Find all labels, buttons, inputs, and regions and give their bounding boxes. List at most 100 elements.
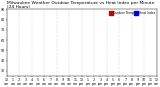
Point — [100, 22, 102, 23]
Point — [127, 54, 130, 55]
Point — [97, 16, 99, 17]
Point — [141, 44, 143, 46]
Point — [96, 15, 99, 17]
Point — [67, 42, 69, 43]
Point — [64, 46, 66, 47]
Point — [100, 25, 103, 27]
Point — [57, 56, 60, 58]
Point — [46, 70, 48, 71]
Point — [143, 48, 145, 50]
Point — [99, 23, 102, 25]
Point — [59, 56, 61, 57]
Point — [92, 15, 95, 16]
Point — [42, 44, 44, 46]
Point — [122, 47, 125, 49]
Point — [122, 45, 124, 46]
Point — [35, 54, 37, 55]
Point — [59, 56, 61, 57]
Point — [41, 50, 44, 51]
Point — [93, 8, 95, 9]
Point — [97, 21, 100, 22]
Point — [30, 57, 33, 58]
Point — [88, 14, 91, 15]
Point — [64, 49, 66, 51]
Point — [148, 53, 151, 54]
Point — [112, 33, 115, 34]
Point — [76, 31, 79, 33]
Point — [145, 50, 147, 51]
Point — [109, 32, 112, 33]
Point — [119, 41, 122, 43]
Point — [79, 31, 82, 32]
Point — [64, 48, 67, 49]
Point — [18, 64, 21, 65]
Point — [85, 24, 87, 25]
Point — [130, 44, 133, 46]
Point — [46, 68, 49, 69]
Point — [135, 42, 138, 44]
Point — [89, 19, 91, 20]
Point — [100, 17, 103, 18]
Point — [94, 18, 97, 19]
Point — [107, 28, 109, 29]
Point — [78, 34, 80, 35]
Point — [35, 52, 38, 53]
Point — [77, 32, 80, 33]
Point — [101, 24, 103, 25]
Point — [10, 70, 12, 72]
Point — [121, 45, 124, 47]
Point — [57, 56, 59, 57]
Point — [154, 54, 157, 56]
Point — [56, 55, 58, 56]
Point — [76, 35, 78, 36]
Point — [121, 44, 124, 45]
Point — [100, 20, 103, 21]
Point — [73, 36, 76, 37]
Point — [52, 60, 55, 61]
Point — [7, 72, 9, 73]
Point — [59, 53, 62, 54]
Point — [92, 17, 95, 18]
Point — [44, 72, 46, 74]
Point — [114, 40, 117, 42]
Point — [48, 65, 51, 67]
Point — [73, 37, 75, 39]
Point — [81, 30, 84, 32]
Point — [87, 15, 89, 17]
Point — [63, 50, 66, 51]
Point — [9, 67, 12, 68]
Point — [91, 18, 94, 19]
Point — [67, 42, 70, 44]
Point — [110, 35, 112, 36]
Point — [99, 20, 101, 21]
Point — [144, 50, 147, 51]
Point — [26, 61, 29, 62]
Point — [21, 61, 24, 62]
Point — [138, 45, 140, 47]
Point — [20, 66, 22, 67]
Point — [112, 33, 114, 34]
Point — [153, 53, 156, 55]
Point — [110, 34, 112, 35]
Point — [46, 67, 49, 68]
Point — [89, 22, 92, 24]
Point — [60, 53, 62, 54]
Point — [73, 37, 76, 38]
Point — [95, 17, 97, 19]
Point — [107, 31, 109, 32]
Point — [133, 42, 135, 44]
Point — [142, 47, 145, 48]
Point — [42, 47, 44, 49]
Point — [128, 53, 131, 54]
Point — [126, 52, 128, 54]
Point — [84, 28, 86, 29]
Point — [104, 30, 107, 32]
Point — [82, 26, 85, 27]
Point — [108, 28, 111, 29]
Point — [78, 33, 80, 35]
Point — [131, 43, 133, 44]
Point — [107, 30, 110, 31]
Point — [104, 25, 107, 27]
Point — [129, 52, 131, 53]
Point — [81, 29, 83, 30]
